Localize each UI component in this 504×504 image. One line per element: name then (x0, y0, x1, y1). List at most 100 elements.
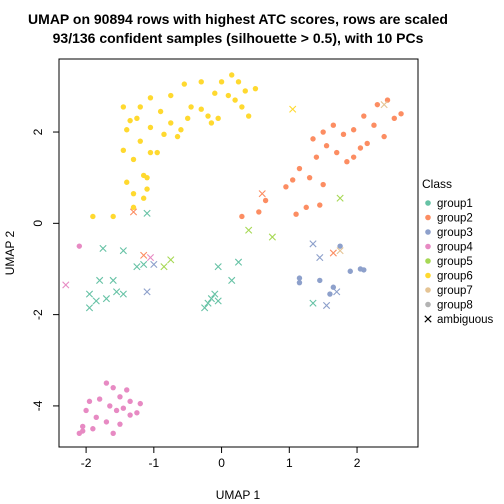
x-tick-label: -1 (148, 456, 159, 470)
point-ambiguous (207, 295, 215, 303)
point-group6 (205, 113, 211, 119)
point-ambiguous (214, 297, 222, 305)
point-group3 (330, 284, 337, 290)
point-group2 (256, 209, 262, 215)
plot-frame (58, 58, 419, 448)
point-group6 (181, 81, 188, 87)
point-group6 (232, 97, 238, 103)
chart-title: UMAP on 90894 rows with highest ATC scor… (28, 11, 448, 27)
point-group6 (110, 213, 116, 220)
point-group3 (296, 275, 303, 281)
point-group6 (168, 92, 174, 99)
point-group6 (225, 92, 232, 99)
legend-item-ambiguous-label: ambiguous (437, 314, 494, 326)
y-axis-label: UMAP 2 (3, 230, 17, 275)
point-group6 (90, 213, 96, 220)
point-ambiguous (85, 290, 94, 298)
x-tick-label: -2 (81, 456, 92, 470)
point-group2 (391, 115, 397, 122)
point-ambiguous (309, 240, 317, 248)
point-ambiguous (146, 253, 155, 262)
point-group4 (110, 384, 116, 391)
point-group3 (296, 279, 303, 286)
point-ambiguous (85, 304, 94, 312)
point-ambiguous (289, 105, 297, 113)
legend-item-group7-marker (425, 287, 431, 293)
legend-item-group6-label: group6 (437, 271, 473, 283)
point-group4 (110, 430, 116, 437)
y-axis: -4 -2 0 2 (31, 128, 59, 411)
point-group4 (90, 426, 96, 432)
point-ambiguous (92, 297, 100, 305)
point-group6 (208, 120, 215, 126)
point-group6 (130, 204, 137, 211)
point-group6 (184, 115, 191, 122)
point-group6 (130, 190, 137, 197)
legend-item-group5-marker (425, 258, 431, 264)
point-group6 (242, 88, 248, 94)
point-group4 (83, 407, 89, 414)
point-group6 (239, 104, 245, 110)
point-ambiguous (140, 260, 148, 269)
point-group2 (374, 101, 381, 108)
point-group6 (198, 106, 204, 112)
point-ambiguous (258, 190, 266, 198)
x-tick-label: 1 (286, 456, 293, 470)
point-group4 (96, 396, 103, 402)
y-tick-label: -4 (31, 400, 45, 411)
legend-item-group3-label: group3 (437, 227, 473, 239)
point-ambiguous (119, 290, 127, 298)
point-group3 (327, 291, 333, 297)
point-group6 (215, 115, 221, 122)
point-group6 (212, 90, 218, 96)
point-ambiguous (99, 244, 107, 253)
point-group4 (117, 394, 123, 400)
point-group4 (80, 423, 86, 430)
point-group3 (317, 277, 323, 284)
point-group6 (188, 104, 194, 110)
point-ambiguous (204, 299, 212, 307)
point-ambiguous (102, 295, 111, 303)
point-group4 (117, 421, 123, 427)
legend-title: Class (422, 177, 452, 191)
point-group2 (320, 181, 326, 188)
x-axis: -2 -1 0 1 2 (81, 447, 361, 470)
point-group2 (289, 177, 296, 183)
legend: Class group1 group2 group3 group4 group5 grou… (422, 177, 494, 326)
point-group4 (76, 243, 83, 249)
point-ambiguous (228, 276, 236, 284)
point-ambiguous (109, 276, 117, 284)
point-group4 (120, 405, 127, 411)
legend-item-group8-marker (425, 301, 431, 308)
point-group2 (262, 197, 269, 204)
point-group2 (398, 111, 404, 117)
point-ambiguous (211, 290, 219, 298)
point-group6 (157, 108, 164, 115)
legend-item-group6-marker (425, 272, 431, 279)
point-group3 (347, 268, 353, 274)
x-tick-label: 2 (354, 456, 361, 470)
point-group4 (127, 412, 133, 418)
legend-item-group1-marker (425, 200, 431, 206)
point-group4 (134, 410, 140, 416)
point-group4 (93, 414, 99, 421)
point-group2 (334, 149, 340, 156)
point-ambiguous (119, 247, 127, 255)
point-ambiguous (329, 249, 337, 257)
point-group4 (107, 403, 113, 409)
point-group6 (229, 72, 235, 78)
point-group2 (293, 211, 299, 217)
legend-item-group7-label: group7 (437, 285, 473, 297)
point-group2 (344, 159, 350, 165)
point-group6 (140, 172, 147, 179)
point-group6 (147, 124, 154, 131)
point-group2 (320, 129, 326, 135)
point-group2 (361, 113, 367, 119)
point-group6 (198, 79, 204, 85)
point-ambiguous (112, 288, 121, 296)
point-group6 (120, 147, 127, 153)
point-group2 (317, 202, 323, 208)
point-group6 (161, 131, 167, 138)
point-ambiguous (380, 101, 388, 109)
point-group2 (310, 136, 316, 142)
